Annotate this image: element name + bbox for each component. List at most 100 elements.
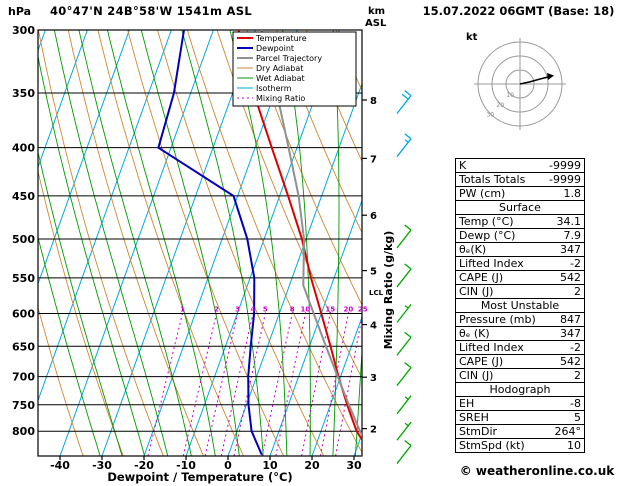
stat-row: PW (cm) 1.8 <box>456 187 584 201</box>
svg-text:20: 20 <box>496 102 504 109</box>
wind-barb <box>396 304 412 323</box>
stat-value: 264° <box>554 425 582 438</box>
section-header: Most Unstable <box>456 299 584 313</box>
svg-text:4: 4 <box>251 306 256 314</box>
stat-value: 7.9 <box>563 229 582 242</box>
svg-text:2: 2 <box>214 306 219 314</box>
wind-barb <box>396 263 412 288</box>
stat-value: -9999 <box>549 173 581 186</box>
stat-row: CAPE (J) 542 <box>456 271 584 285</box>
stat-row: Dewp (°C) 7.9 <box>456 229 584 243</box>
svg-text:8: 8 <box>370 96 377 107</box>
stat-row: θₑ(K) 347 <box>456 243 584 257</box>
svg-text:0: 0 <box>224 459 232 472</box>
wind-barb <box>396 440 412 464</box>
svg-text:800: 800 <box>12 425 35 438</box>
background-lines <box>38 30 362 456</box>
svg-text:Wet Adiabat: Wet Adiabat <box>256 74 305 83</box>
svg-text:7: 7 <box>370 154 377 165</box>
wind-barb <box>396 90 412 114</box>
stat-value: 347 <box>560 243 581 256</box>
wind-barb <box>396 331 412 356</box>
stat-row: StmSpd (kt) 10 <box>456 439 584 452</box>
section-header: Hodograph <box>456 383 584 397</box>
svg-text:550: 550 <box>12 272 35 285</box>
stat-label: Pressure (mb) <box>459 313 536 326</box>
svg-text:Dry Adiabat: Dry Adiabat <box>256 64 303 73</box>
stat-label: θₑ(K) <box>459 243 487 256</box>
svg-text:8: 8 <box>290 306 295 314</box>
svg-text:5: 5 <box>370 267 377 278</box>
stat-row: Pressure (mb) 847 <box>456 313 584 327</box>
svg-text:Dewpoint: Dewpoint <box>256 44 294 53</box>
svg-text:20: 20 <box>343 306 353 314</box>
svg-text:ASL: ASL <box>365 18 387 29</box>
wind-barb <box>396 133 412 158</box>
svg-text:600: 600 <box>12 308 35 321</box>
svg-text:4: 4 <box>370 321 377 332</box>
svg-text:700: 700 <box>12 371 35 384</box>
svg-text:10: 10 <box>506 92 514 99</box>
stat-label: CAPE (J) <box>459 355 504 368</box>
stat-label: Temp (°C) <box>459 215 514 228</box>
stat-row: CIN (J) 2 <box>456 285 584 299</box>
stat-row: θₑ (K) 347 <box>456 327 584 341</box>
stat-row: CIN (J) 2 <box>456 369 584 383</box>
svg-text:-40: -40 <box>50 459 70 472</box>
mixing-ratio-labels: 1 2 3 4 5 8 10 15 20 25 <box>180 306 368 314</box>
wind-barb <box>396 395 412 415</box>
stat-value: -2 <box>570 341 581 354</box>
mixing-ratio-axis-label: Mixing Ratio (g/kg) <box>382 231 395 350</box>
svg-text:500: 500 <box>12 233 35 246</box>
stat-value: 2 <box>574 369 581 382</box>
svg-text:1: 1 <box>180 306 185 314</box>
stat-label: CAPE (J) <box>459 271 504 284</box>
stat-label: Lifted Index <box>459 341 524 354</box>
svg-text:25: 25 <box>358 306 368 314</box>
stat-value: 347 <box>560 327 581 340</box>
isotherms <box>38 30 362 456</box>
svg-text:Isotherm: Isotherm <box>256 84 292 93</box>
stat-label: Totals Totals <box>459 173 526 186</box>
stat-value: -8 <box>570 397 581 410</box>
svg-text:350: 350 <box>12 87 35 100</box>
temperature-line <box>237 30 362 442</box>
svg-text:-30: -30 <box>92 459 112 472</box>
stat-row: K -9999 <box>456 159 584 173</box>
svg-text:30: 30 <box>346 459 362 472</box>
stats-table: K -9999 Totals Totals -9999 PW (cm) 1.8 Surfac… <box>455 158 585 453</box>
stat-value: 542 <box>560 355 581 368</box>
svg-text:6: 6 <box>370 211 377 222</box>
parcel-trajectory-line <box>260 30 362 438</box>
stat-value: 2 <box>574 285 581 298</box>
svg-text:30: 30 <box>486 112 494 119</box>
stat-row: StmDir 264° <box>456 425 584 439</box>
stat-value: 10 <box>567 439 581 452</box>
svg-text:km: km <box>368 6 385 17</box>
stat-row: Lifted Index -2 <box>456 341 584 355</box>
temp-axis: -40 -30 -20 -10 0 10 20 30 <box>50 456 362 472</box>
svg-text:450: 450 <box>12 190 35 203</box>
wind-barbs <box>396 90 412 464</box>
svg-text:300: 300 <box>12 24 35 37</box>
svg-text:-20: -20 <box>134 459 154 472</box>
wind-barb <box>396 362 412 386</box>
stat-value: 542 <box>560 271 581 284</box>
stat-label: Dewp (°C) <box>459 229 516 242</box>
stat-label: K <box>459 159 467 172</box>
stat-row: Totals Totals -9999 <box>456 173 584 187</box>
pressure-unit-label: hPa <box>8 5 32 18</box>
stat-label: StmSpd (kt) <box>459 439 525 452</box>
sounding-series <box>157 30 362 455</box>
datetime-title: 15.07.2022 06GMT (Base: 18) <box>422 4 615 18</box>
svg-text:20: 20 <box>304 459 320 472</box>
stat-row: SREH 5 <box>456 411 584 425</box>
wind-barb <box>396 224 412 249</box>
hodograph-unit-label: kt <box>466 32 478 43</box>
svg-text:10: 10 <box>301 306 311 314</box>
